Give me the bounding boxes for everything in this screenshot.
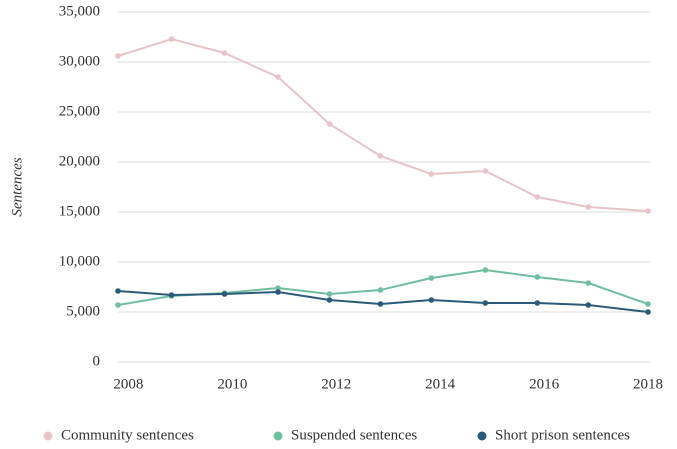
y-tick-label: 35,000 xyxy=(59,3,100,19)
data-point xyxy=(585,204,592,210)
data-point xyxy=(168,36,175,42)
y-tick-label: 0 xyxy=(93,353,101,369)
series-line xyxy=(117,37,649,212)
data-point xyxy=(377,287,384,293)
legend-marker xyxy=(273,431,283,441)
data-point xyxy=(168,292,175,298)
y-axis-label: Sentences xyxy=(9,157,25,216)
x-tick-label: 2014 xyxy=(425,376,456,392)
y-tick-label: 10,000 xyxy=(59,253,100,269)
legend-marker xyxy=(43,431,53,441)
data-point xyxy=(482,267,489,273)
data-point xyxy=(115,288,121,294)
x-tick-label: 2008 xyxy=(113,376,143,392)
data-point xyxy=(275,285,281,291)
data-point xyxy=(585,302,592,308)
data-point xyxy=(482,300,489,306)
legend-label: Community sentences xyxy=(61,427,194,443)
data-point xyxy=(645,208,651,214)
data-point xyxy=(645,309,651,315)
x-tick-label: 2010 xyxy=(217,376,247,392)
series-line xyxy=(117,268,649,306)
data-point xyxy=(275,74,281,80)
x-tick-label: 2012 xyxy=(321,376,351,392)
data-point xyxy=(275,289,281,295)
data-point xyxy=(326,297,333,303)
x-tick-label: 2016 xyxy=(529,376,560,392)
data-point xyxy=(645,301,651,307)
data-point xyxy=(428,297,435,303)
data-point xyxy=(585,280,592,286)
data-point xyxy=(326,121,333,127)
data-point xyxy=(428,171,435,177)
data-point xyxy=(534,300,541,306)
y-tick-label: 15,000 xyxy=(59,203,100,219)
data-point xyxy=(482,168,489,174)
data-point xyxy=(115,302,121,308)
data-point xyxy=(221,291,228,297)
legend-label: Short prison sentences xyxy=(495,427,630,443)
series-line xyxy=(117,290,649,313)
data-point xyxy=(428,275,435,281)
data-point xyxy=(221,50,228,56)
data-point xyxy=(377,301,384,307)
y-tick-label: 20,000 xyxy=(59,153,100,169)
data-point xyxy=(534,194,541,200)
legend-marker xyxy=(477,431,487,441)
data-point xyxy=(326,291,333,297)
data-point xyxy=(377,153,384,159)
data-point xyxy=(534,274,541,280)
y-tick-label: 25,000 xyxy=(59,103,100,119)
y-tick-label: 30,000 xyxy=(59,53,100,69)
x-tick-label: 2018 xyxy=(633,376,663,392)
y-tick-label: 5,000 xyxy=(66,303,100,319)
legend-label: Suspended sentences xyxy=(291,427,417,443)
data-point xyxy=(115,53,121,59)
